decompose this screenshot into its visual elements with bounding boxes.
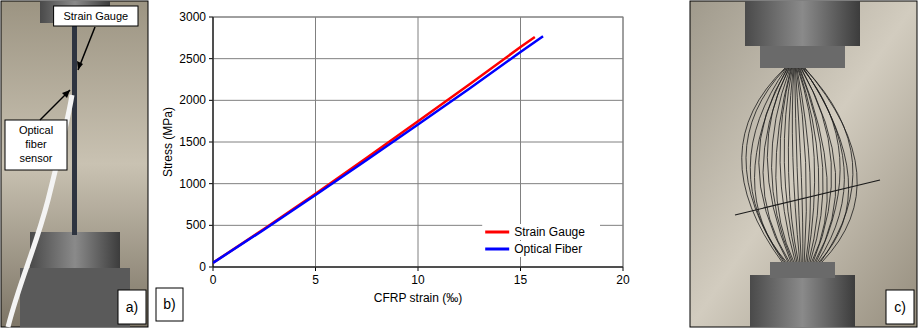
tick	[418, 267, 419, 271]
grip-bottom	[30, 232, 120, 272]
photo-a	[1, 1, 148, 327]
tick-label: 1000	[179, 177, 206, 191]
photo-c	[690, 1, 917, 327]
fiber	[801, 68, 836, 262]
grid-line	[213, 17, 214, 267]
tick-label: 5	[312, 273, 319, 287]
tick	[209, 183, 213, 184]
fiber	[735, 180, 880, 215]
fibers	[742, 68, 857, 262]
grip-jaw	[760, 46, 845, 68]
arrow-head	[62, 90, 70, 98]
x-axis	[213, 267, 623, 268]
grid	[213, 17, 623, 267]
tick-label: 0	[199, 260, 206, 274]
tick	[209, 100, 213, 101]
fiber	[796, 68, 806, 262]
annotation-box	[54, 6, 138, 26]
grid-line	[213, 100, 623, 101]
fiber	[799, 68, 823, 262]
annotation-line: Optical	[19, 124, 53, 136]
fiber	[795, 68, 802, 262]
grip-jaw	[770, 262, 835, 278]
figure: Strain Gauge Optical fiber sensor a) c) 0 5 10 15…	[0, 0, 919, 328]
grid-line	[213, 58, 623, 59]
panel-label: c)	[894, 299, 906, 315]
y-axis	[213, 17, 214, 267]
grid-line	[213, 267, 623, 268]
y-axis-title: Stress (MPa)	[161, 107, 175, 177]
tick	[209, 58, 213, 59]
tick	[315, 267, 316, 271]
legend-label: Optical Fiber	[514, 242, 582, 256]
arrow	[40, 90, 70, 120]
plot-area	[213, 17, 623, 267]
panel-label: a)	[126, 299, 138, 315]
tick	[209, 17, 213, 18]
tick-label: 0	[210, 273, 217, 287]
annotation: Strain Gauge	[63, 10, 128, 22]
grid-line	[213, 183, 623, 184]
arrow	[78, 27, 95, 70]
tick	[209, 142, 213, 143]
tick	[213, 267, 214, 271]
legend-bg	[482, 241, 600, 257]
tick-label: 2000	[179, 93, 206, 107]
plot-frame	[213, 17, 623, 267]
fiber	[800, 68, 828, 262]
grip-top	[745, 1, 860, 46]
tick-label: 15	[514, 273, 528, 287]
fiber	[797, 68, 811, 262]
legend-label: Strain Gauge	[514, 225, 585, 239]
tick-label: 20	[616, 273, 630, 287]
legend-bg	[482, 224, 600, 240]
legend-swatch	[485, 248, 509, 251]
tick-label: 10	[411, 273, 425, 287]
grip-base	[20, 268, 130, 327]
tick	[209, 225, 213, 226]
panel-label: b)	[163, 296, 175, 312]
annotation-line: sensor	[19, 152, 52, 164]
fiber	[795, 68, 802, 262]
annotation: Optical fiber sensor	[19, 124, 53, 164]
arrow-head	[77, 61, 83, 70]
label-box	[156, 288, 183, 321]
fiber	[802, 68, 840, 262]
tick	[623, 267, 624, 271]
legend: Strain Gauge Optical Fiber	[482, 224, 600, 257]
grid-line	[213, 142, 623, 143]
tick-label: 3000	[179, 10, 206, 24]
tick	[520, 267, 521, 271]
tick-label: 2500	[179, 52, 206, 66]
annotation-line: fiber	[25, 138, 47, 150]
tick-label: 1500	[179, 135, 206, 149]
x-axis-title: CFRP strain (‰)	[374, 291, 462, 305]
label-box	[118, 290, 146, 324]
tick	[209, 267, 213, 268]
fiber	[755, 68, 788, 262]
label-box	[886, 290, 914, 324]
tick-label: 500	[186, 218, 206, 232]
fiber	[801, 68, 832, 262]
legend-swatch	[485, 231, 509, 234]
fiber	[746, 68, 786, 262]
fiber	[788, 68, 798, 262]
specimen	[72, 20, 77, 235]
annotation-box	[5, 120, 67, 170]
fiber	[784, 68, 797, 262]
fiber	[750, 68, 786, 262]
grip-bottom	[750, 275, 855, 327]
